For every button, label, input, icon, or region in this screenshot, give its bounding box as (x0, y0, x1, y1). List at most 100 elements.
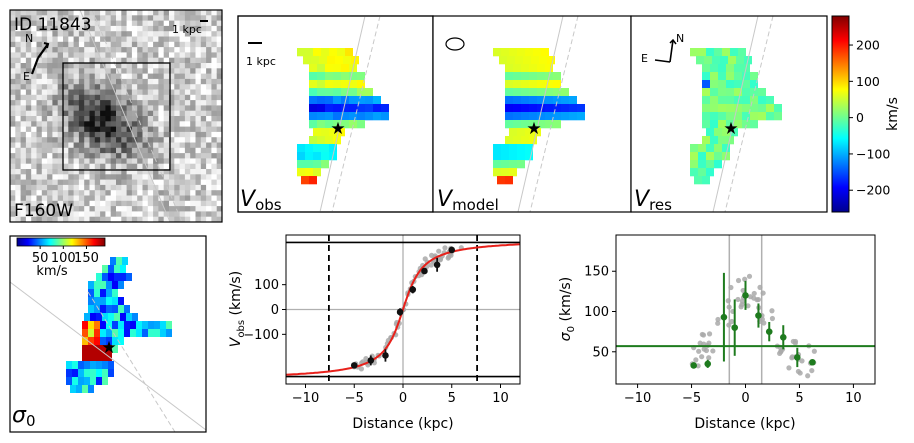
rc-ytick-label: 100 (254, 278, 279, 293)
ifu-footprint-box (62, 62, 171, 171)
sd-raw-point (746, 273, 753, 279)
image-frame (9, 9, 223, 223)
vmodel-pixels (493, 48, 585, 185)
center-star-icon: ★ (526, 119, 541, 139)
sd-raw-point (725, 298, 731, 304)
sd-raw-point (706, 331, 713, 337)
velocity-colorbar-tick-label: −100 (856, 146, 890, 161)
major-axis-line (712, 16, 759, 212)
rc-data-point (433, 261, 441, 269)
sd-data-point (809, 358, 816, 366)
rc-raw-point (428, 262, 434, 268)
sd-raw-point (735, 277, 742, 284)
rc-xtick-label: 5 (448, 391, 456, 406)
sd-ytick-label: 150 (584, 265, 609, 280)
center-star-icon: ★ (723, 119, 738, 139)
major-axis-line (319, 16, 366, 212)
sd-raw-point (792, 338, 799, 345)
compass-rose-icon: N E (641, 32, 684, 65)
velocity-colorbar-tick-label: 100 (856, 74, 880, 89)
rc-xtick-label: −5 (345, 391, 364, 406)
rotation-curve-axes: −10 −5 0 5 10 −100 0 100 (243, 278, 508, 406)
sd-data-point (755, 312, 762, 319)
sd-raw-point (757, 284, 763, 290)
kinematic-axis-line (529, 16, 579, 212)
image-scale-label: 1 kpc (172, 23, 202, 36)
rc-ytick-label: −100 (243, 328, 279, 343)
vres-map-panel: ★ N E Vres (630, 15, 828, 214)
sd-raw-point (693, 357, 699, 363)
rc-data-point (448, 246, 456, 254)
rotation-curve-plot: −10 −5 0 5 10 −100 0 100 Distance (kpc) Vobs (k… (228, 234, 521, 432)
sigma-label: σ0 (12, 403, 36, 430)
sd-raw-point (769, 308, 775, 314)
map-scale-label: 1 kpc (246, 55, 276, 68)
vobs-pixels (297, 48, 389, 185)
dispersion-colorbar-tick-label: 100 (51, 251, 76, 266)
velocity-colorbar-label: km/s (885, 97, 901, 131)
sd-raw-point (696, 348, 702, 354)
sd-raw-point (710, 348, 716, 354)
vobs-label: Vobs (240, 187, 282, 214)
sd-ylabel: σ0 (km/s) (558, 277, 577, 341)
sd-data-point (765, 328, 773, 335)
svg-text:N: N (25, 32, 33, 45)
velocity-colorbar-tick-label: 0 (856, 110, 864, 125)
sd-raw-point (745, 303, 751, 309)
sd-raw-point (729, 318, 735, 325)
sd-raw-point (715, 316, 721, 323)
rc-xtick-label: 0 (399, 391, 407, 406)
sd-raw-point (728, 284, 734, 291)
sd-xtick-label: 5 (795, 391, 803, 406)
rc-ylabel: Vobs (km/s) (228, 271, 247, 347)
sd-raw-point (797, 370, 803, 376)
dispersion-profile-axes: −10 −5 0 5 10 50 100 150 (584, 265, 862, 406)
sd-xtick-label: −5 (682, 391, 701, 406)
sd-raw-point (726, 304, 732, 310)
sd-raw-point (740, 287, 746, 294)
sd-data-point (779, 333, 787, 341)
image-pixels (10, 10, 222, 222)
vmodel-map-panel: ★ Vmodel (432, 15, 632, 214)
kinematic-axis-line (87, 291, 176, 432)
center-star-icon: ★ (330, 119, 345, 139)
kinematic-axis-line (331, 16, 381, 212)
rc-data-point (382, 352, 389, 359)
sd-raw-point (739, 298, 746, 304)
kinematic-axis-line (724, 16, 774, 212)
rc-data-point (409, 286, 417, 293)
filter-label: F160W (14, 201, 73, 221)
svg-text:E: E (641, 52, 648, 65)
dispersion-profile-plot: −10 −5 0 5 10 50 100 150 Distance (kpc) σ0 (km/… (558, 234, 876, 432)
vmodel-label: Vmodel (437, 187, 499, 214)
sd-data-point (720, 313, 728, 321)
rc-raw-point (436, 248, 442, 254)
sd-raw-point (738, 304, 744, 310)
sd-raw-point (769, 315, 776, 322)
sd-raw-point (805, 373, 811, 379)
sd-raw-point (760, 290, 766, 296)
sd-raw-point (706, 355, 712, 361)
sd-data-point (731, 324, 739, 331)
sd-data-point (742, 292, 749, 299)
sd-data-point (794, 354, 801, 361)
rc-raw-point (442, 245, 448, 251)
rc-xtick-label: 10 (492, 391, 509, 406)
rc-data-point (421, 267, 428, 275)
vobs-map-panel: ★ 1 kpc Vobs (237, 15, 434, 214)
sd-raw-point (701, 346, 707, 352)
galaxy-id-label: ID 11843 (14, 15, 92, 35)
sd-xtick-label: 10 (845, 391, 862, 406)
rc-xlabel: Distance (kpc) (352, 416, 453, 432)
rc-model-curve (286, 243, 520, 376)
sd-raw-point (706, 340, 712, 346)
sd-raw-point (809, 367, 815, 374)
dispersion-colorbar-tick-label: 50 (32, 251, 49, 266)
sd-raw-point (747, 294, 754, 300)
sd-raw-point (751, 290, 757, 297)
rc-raw-point (363, 356, 369, 362)
sd-data-point (704, 360, 712, 368)
velocity-colorbar-ticks: 200 100 0 −100 −200 (849, 38, 890, 198)
major-axis-line (79, 10, 171, 222)
